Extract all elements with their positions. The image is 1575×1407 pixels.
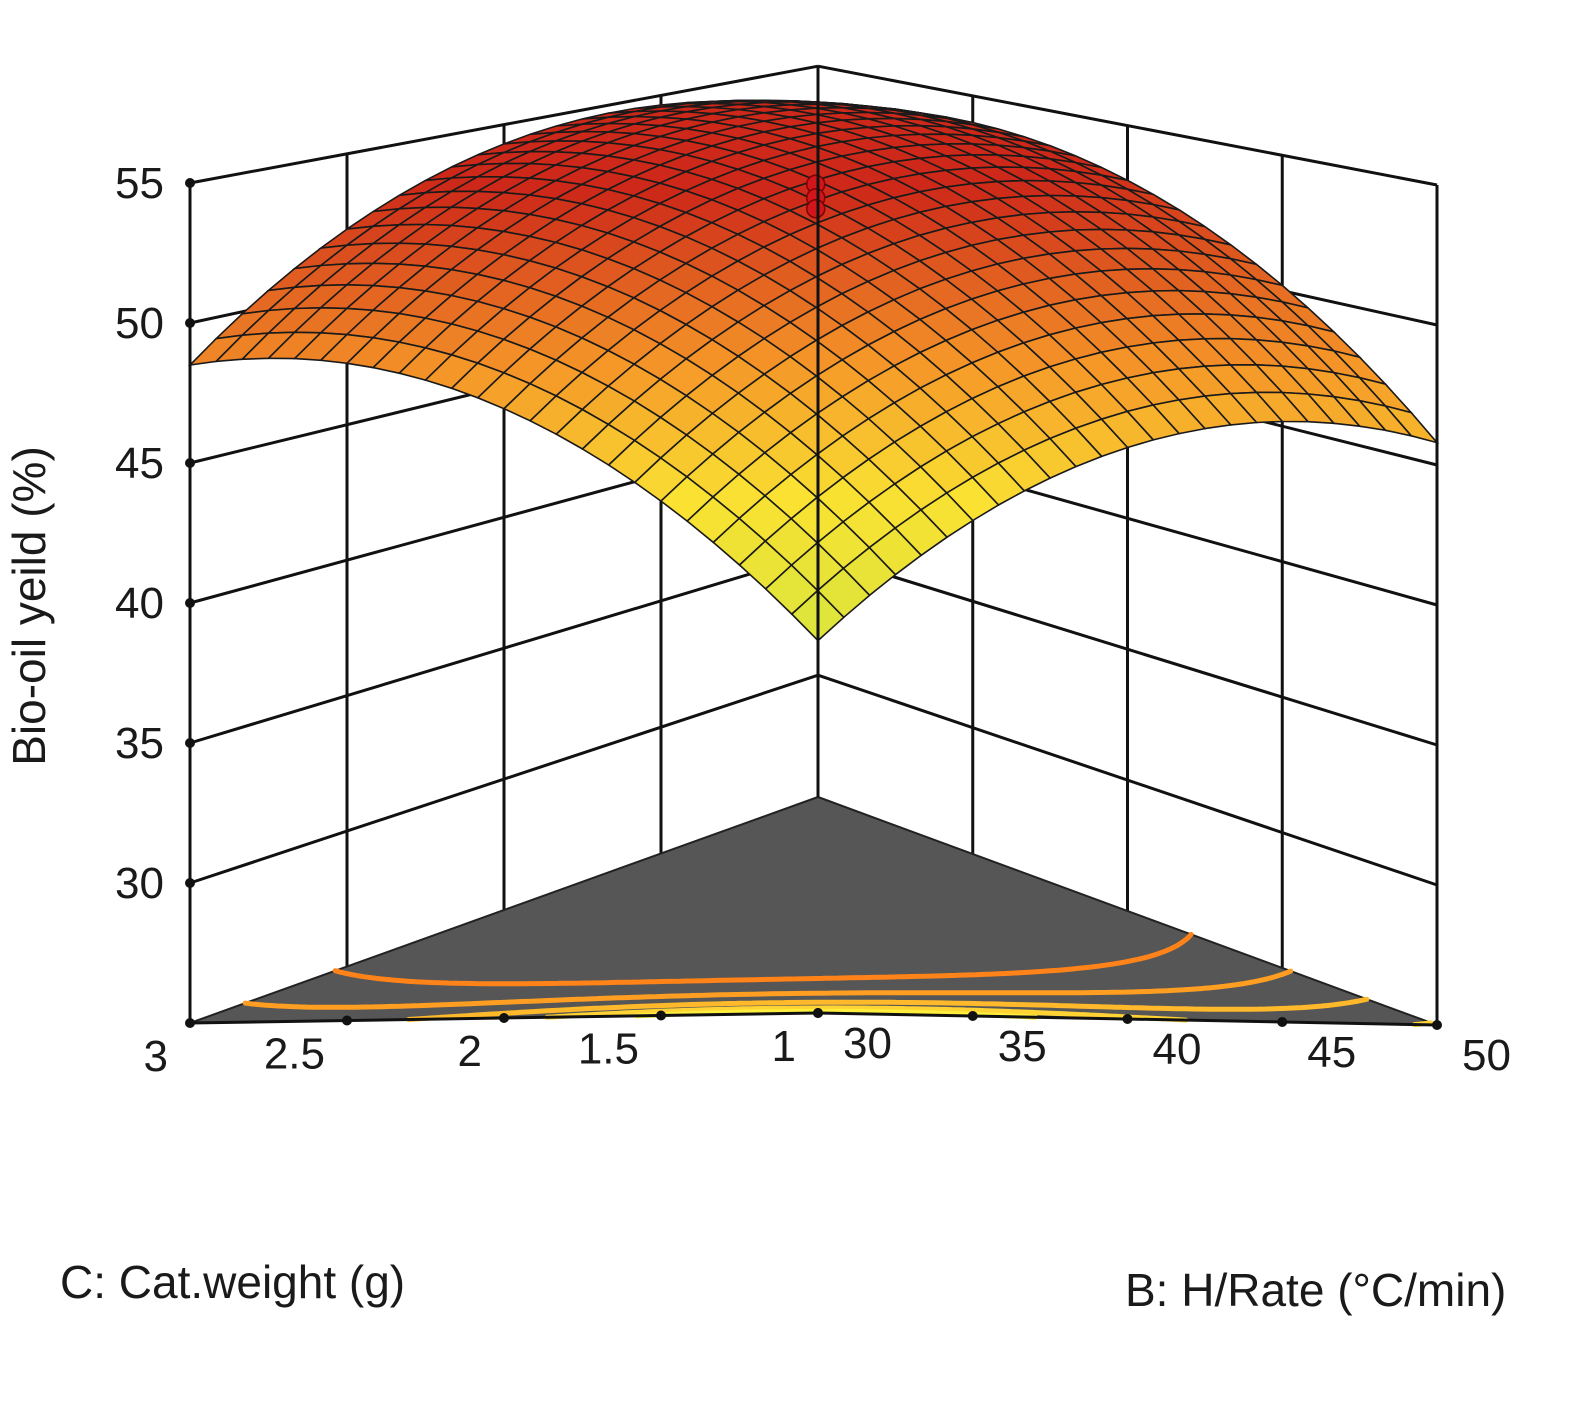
catweight-axis-ticks: 1 1.5 2 2.5 3	[144, 1008, 823, 1081]
hrate-tick-label: 50	[1462, 1031, 1511, 1080]
contour-line	[242, 968, 1294, 1010]
z-tick-label: 35	[115, 719, 164, 768]
catweight-tick-mark	[499, 1013, 509, 1023]
z-axis-title: Bio-oil yeild (%)	[3, 446, 55, 766]
z-tick-mark	[185, 458, 195, 468]
z-tick-label: 55	[115, 159, 164, 208]
hrate-tick-label: 30	[843, 1019, 892, 1068]
z-tick-mark	[185, 178, 195, 188]
z-tick-mark	[185, 598, 195, 608]
catweight-tick-label: 1.5	[578, 1025, 639, 1074]
z-tick-label: 45	[115, 439, 164, 488]
catweight-tick-mark	[185, 1018, 195, 1028]
hrate-tick-label: 35	[998, 1022, 1047, 1071]
design-point	[806, 198, 826, 219]
hrate-tick-label: 40	[1153, 1025, 1202, 1074]
hrate-axis-ticks: 30 35 40 45 50	[813, 1008, 1511, 1080]
catweight-tick-label: 2	[458, 1027, 482, 1076]
catweight-tick-label: 1	[772, 1022, 796, 1071]
catweight-axis-title: C: Cat.weight (g)	[60, 1256, 405, 1308]
z-axis-ticks: 30 35 40 45 50 55	[115, 159, 195, 908]
design-points	[806, 174, 826, 219]
z-tick-label: 30	[115, 859, 164, 908]
contour-line	[332, 931, 1194, 987]
z-tick-mark	[185, 738, 195, 748]
floor-contour-plane	[189, 795, 1438, 1028]
hrate-axis-title: B: H/Rate (°C/min)	[1125, 1264, 1506, 1316]
hrate-tick-mark	[1122, 1014, 1133, 1024]
hrate-tick-mark	[967, 1011, 978, 1021]
contour-50	[242, 968, 1294, 1010]
z-tick-mark	[185, 878, 195, 888]
hrate-tick-mark	[1432, 1020, 1442, 1030]
hrate-tick-mark	[1277, 1017, 1288, 1027]
catweight-tick-mark	[342, 1015, 352, 1026]
z-tick-label: 50	[115, 299, 164, 348]
hrate-tick-label: 45	[1307, 1028, 1356, 1077]
catweight-tick-mark	[813, 1008, 823, 1018]
catweight-tick-label: 3	[144, 1032, 168, 1081]
z-tick-label: 40	[115, 579, 164, 628]
contour-52	[332, 931, 1194, 987]
catweight-tick-mark	[656, 1010, 666, 1021]
catweight-tick-label: 2.5	[264, 1030, 325, 1079]
z-tick-mark	[185, 318, 195, 328]
